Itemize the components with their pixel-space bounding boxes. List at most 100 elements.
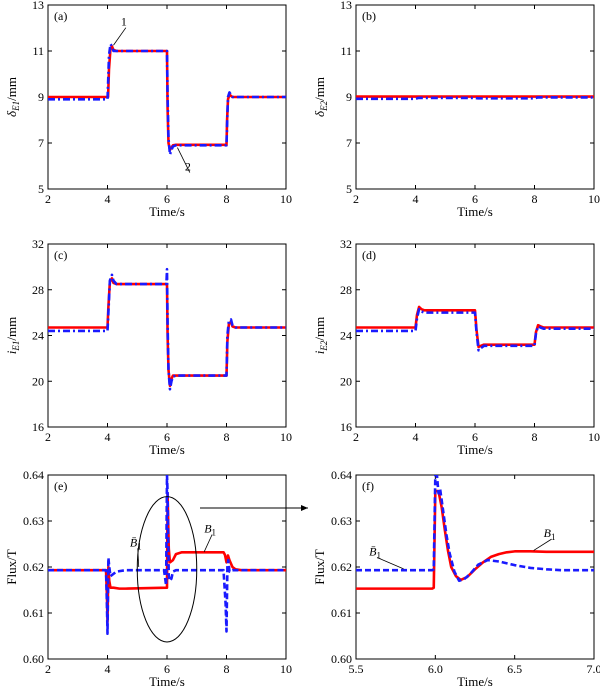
- plot-frame: [355, 243, 595, 428]
- y-tick-label: 9: [38, 90, 44, 104]
- series-line-2: [356, 96, 594, 101]
- annotation-leader: [137, 548, 140, 568]
- x-tick-label: 6: [164, 662, 170, 676]
- y-tick-label: 0.61: [23, 606, 44, 620]
- x-axis-label: Time/s: [457, 442, 493, 457]
- y-tick-label: 7: [38, 136, 44, 150]
- x-tick-label: 6.5: [507, 662, 522, 676]
- y-axis-label: Flux/T: [4, 549, 19, 584]
- panel-label: (e): [54, 479, 67, 493]
- y-tick-label: 11: [32, 44, 44, 58]
- y-tick-label: 28: [32, 283, 44, 297]
- y-axis-label: Flux/T: [312, 549, 327, 584]
- y-axis-unit: /mm: [312, 317, 327, 341]
- annotation-leader: [177, 147, 191, 173]
- annotation-text: B̄: [369, 545, 377, 559]
- y-tick-label: 13: [32, 0, 44, 12]
- y-tick-label: 20: [340, 374, 352, 388]
- panel-a: 2 4 6 8 10 5 7 9 11 13 Time/s δE1/mm (a) 1 2: [4, 0, 292, 219]
- panel-label: (f): [362, 479, 374, 493]
- y-axis-symbol: i: [4, 350, 19, 354]
- x-tick-label: 8: [532, 192, 538, 206]
- x-axis-label: Time/s: [149, 674, 185, 688]
- series-line-2: [48, 475, 286, 636]
- x-tick-label: 4: [413, 430, 419, 444]
- y-axis-label: iE2/mm: [312, 317, 329, 354]
- y-tick-label: 0.60: [23, 652, 44, 666]
- y-tick-label: 0.62: [331, 560, 352, 574]
- panel-label: (b): [362, 9, 376, 23]
- annotation-subscript: 1: [376, 551, 381, 561]
- panel-b: 2 4 6 8 10 5 7 9 11 13 Time/s δE2/mm (b): [312, 0, 600, 219]
- x-tick-label: 4: [105, 192, 111, 206]
- y-axis-subscript: E2: [319, 100, 329, 111]
- panel-e: 2 4 6 8 10 0.60 0.61 0.62 0.63 0.64 Time/s Flux/T (e…: [4, 468, 292, 688]
- annotation-text: B̄: [130, 535, 138, 549]
- x-tick-label: 6: [164, 192, 170, 206]
- y-tick-label: 32: [340, 237, 352, 251]
- panel-label: (c): [54, 248, 67, 262]
- y-axis-subscript: E1: [11, 341, 21, 352]
- y-axis-symbol: i: [312, 350, 327, 354]
- y-tick-label: 0.63: [23, 514, 44, 528]
- series-line-2: [356, 307, 594, 352]
- x-tick-label: 10: [280, 662, 292, 676]
- x-axis-label: Time/s: [149, 442, 185, 457]
- annotation-subscript: 1: [212, 528, 217, 538]
- y-tick-label: 13: [340, 0, 352, 12]
- y-tick-label: 24: [32, 329, 44, 343]
- y-tick-label: 5: [38, 182, 44, 196]
- annotation-label: B̄1: [369, 545, 381, 561]
- annotation-subscript: 1: [137, 541, 142, 551]
- x-tick-label: 8: [224, 662, 230, 676]
- y-tick-label: 0.60: [331, 652, 352, 666]
- y-tick-label: 0.63: [331, 514, 352, 528]
- y-tick-label: 0.64: [331, 468, 352, 482]
- y-tick-label: 7: [346, 136, 352, 150]
- annotation-text: B: [544, 526, 552, 540]
- y-axis-symbol: δ: [312, 110, 327, 117]
- y-tick-label: 28: [340, 283, 352, 297]
- x-tick-label: 2: [353, 430, 359, 444]
- series-line-2: [48, 267, 286, 391]
- y-tick-label: 0.64: [23, 468, 44, 482]
- y-axis-symbol: δ: [4, 110, 19, 117]
- annotation-text: B: [204, 522, 212, 536]
- x-tick-label: 6: [472, 192, 478, 206]
- y-tick-label: 0.62: [23, 560, 44, 574]
- y-axis-unit: /mm: [4, 77, 19, 101]
- x-axis-label: Time/s: [149, 204, 185, 219]
- x-tick-label: 5.5: [349, 662, 364, 676]
- x-tick-label: 8: [224, 430, 230, 444]
- y-tick-label: 16: [32, 420, 44, 434]
- y-tick-label: 16: [340, 420, 352, 434]
- y-axis-unit: /mm: [4, 317, 19, 341]
- y-tick-label: 0.61: [331, 606, 352, 620]
- annotation-label: 1: [121, 15, 127, 29]
- x-tick-label: 8: [532, 430, 538, 444]
- panel-label: (a): [54, 9, 67, 23]
- x-tick-label: 4: [413, 192, 419, 206]
- series-line-1: [356, 489, 594, 590]
- x-axis-label: Time/s: [457, 204, 493, 219]
- x-tick-label: 2: [353, 192, 359, 206]
- x-tick-label: 2: [45, 192, 51, 206]
- series-line-2: [48, 42, 286, 156]
- x-tick-label: 10: [588, 192, 600, 206]
- zoom-ellipse: [136, 496, 198, 643]
- annotation-leader: [376, 557, 404, 570]
- x-tick-label: 10: [588, 430, 600, 444]
- annotation-label: B̄1: [130, 535, 142, 551]
- annotation-leader: [113, 27, 127, 46]
- x-tick-label: 7.0: [587, 662, 600, 676]
- y-axis-unit: /mm: [312, 77, 327, 101]
- panel-label: (d): [362, 248, 376, 262]
- plot-frame: [355, 474, 595, 660]
- x-axis-label: Time/s: [457, 674, 493, 688]
- x-tick-label: 10: [280, 430, 292, 444]
- annotation-text: 1: [121, 15, 127, 29]
- x-tick-label: 10: [280, 192, 292, 206]
- x-tick-label: 8: [224, 192, 230, 206]
- series-line-2: [356, 475, 594, 583]
